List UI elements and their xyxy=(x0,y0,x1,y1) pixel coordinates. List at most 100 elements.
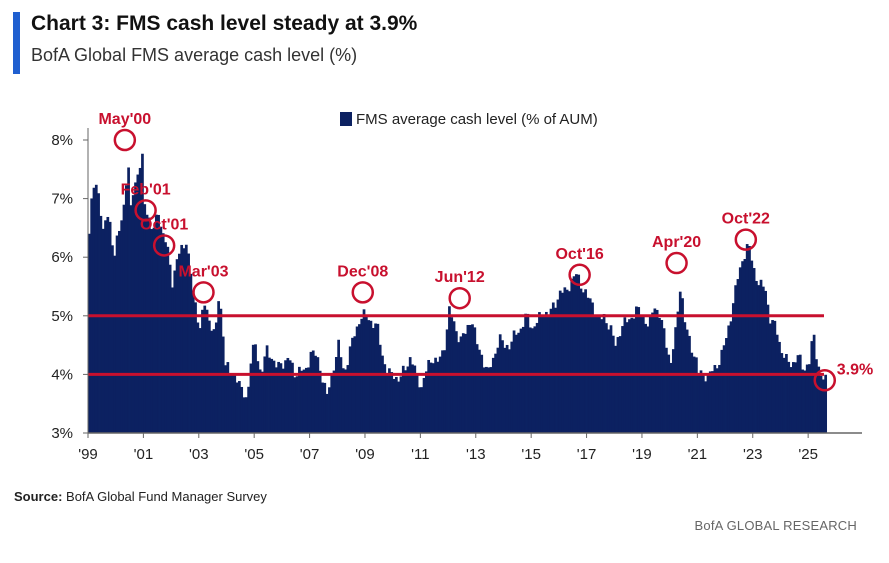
bar xyxy=(725,338,728,433)
bar xyxy=(528,327,532,433)
bar xyxy=(106,216,110,433)
bar xyxy=(517,332,521,433)
y-tick-label: 7% xyxy=(51,191,73,208)
bar xyxy=(455,331,458,433)
bar xyxy=(353,336,357,433)
bar xyxy=(468,324,472,433)
annotation-label: Oct'22 xyxy=(722,211,770,228)
annotation-label: Jun'12 xyxy=(435,269,485,286)
bar xyxy=(378,344,382,433)
bar xyxy=(323,382,327,433)
bar xyxy=(171,287,174,433)
annotation-circle xyxy=(152,234,176,257)
bar xyxy=(224,365,227,433)
x-tick-label: '09 xyxy=(355,446,375,463)
bar xyxy=(457,342,461,433)
brand-label: BofA GLOBAL RESEARCH xyxy=(694,518,857,533)
bar xyxy=(683,322,687,433)
bar xyxy=(752,268,756,433)
bar xyxy=(203,305,207,433)
bar xyxy=(461,333,465,433)
bar xyxy=(621,326,624,433)
bar xyxy=(764,290,767,433)
bar xyxy=(480,354,484,433)
bar xyxy=(501,340,504,433)
bar xyxy=(205,309,209,433)
bar xyxy=(563,287,567,433)
bar xyxy=(665,347,668,433)
annotation-circle xyxy=(568,263,591,287)
bar xyxy=(568,291,571,433)
bar xyxy=(242,397,246,433)
bars-group xyxy=(88,153,828,434)
bar xyxy=(614,345,617,433)
bar xyxy=(376,323,380,433)
bar xyxy=(263,356,267,433)
bar xyxy=(427,359,431,433)
bar xyxy=(570,278,574,433)
bar xyxy=(401,365,405,433)
bar xyxy=(221,336,225,433)
x-tick-label: '01 xyxy=(134,446,154,463)
bar xyxy=(803,370,807,433)
bar xyxy=(475,344,479,433)
y-tick-label: 4% xyxy=(51,366,73,383)
legend-swatch xyxy=(340,112,352,126)
legend-group: FMS average cash level (% of AUM) xyxy=(340,111,598,128)
y-tick-label: 5% xyxy=(51,308,73,325)
bar xyxy=(586,297,590,433)
bar xyxy=(801,369,804,433)
bar xyxy=(785,354,788,433)
bar xyxy=(676,311,680,433)
bar xyxy=(591,302,594,433)
bar xyxy=(298,366,301,433)
bar xyxy=(494,353,497,433)
bar xyxy=(459,336,463,433)
bar xyxy=(429,362,433,433)
bar xyxy=(88,233,91,433)
bar xyxy=(817,366,821,433)
bar xyxy=(579,288,583,433)
x-tick-label: '17 xyxy=(577,446,597,463)
bar xyxy=(351,337,354,433)
bar xyxy=(270,358,274,433)
bar xyxy=(515,334,518,433)
bar xyxy=(738,267,742,433)
bar xyxy=(473,327,477,433)
bar xyxy=(646,326,650,433)
bar xyxy=(212,329,216,433)
bar xyxy=(445,329,449,433)
source-label: Source: xyxy=(14,489,63,504)
bar xyxy=(782,357,786,433)
bar xyxy=(314,355,317,433)
bar xyxy=(214,322,218,433)
bar xyxy=(535,322,539,433)
bar xyxy=(533,326,537,433)
bar xyxy=(704,381,707,433)
bar xyxy=(418,387,421,433)
annotation-circle xyxy=(134,199,157,222)
bar xyxy=(180,244,184,433)
bar xyxy=(699,370,703,433)
bar xyxy=(104,220,107,433)
bar xyxy=(780,353,784,433)
x-tick-label: '21 xyxy=(688,446,708,463)
bar xyxy=(362,309,366,433)
bar xyxy=(251,344,255,433)
y-tick-label: 6% xyxy=(51,249,73,266)
bar xyxy=(385,372,389,433)
bar xyxy=(628,319,631,433)
bar xyxy=(519,328,523,433)
bar xyxy=(551,302,555,433)
bar xyxy=(821,379,825,433)
bar xyxy=(339,357,343,433)
bar xyxy=(358,324,361,433)
source-text: BofA Global Fund Manager Survey xyxy=(62,489,267,504)
axes-group: 3% 4% 5% 6% 7% 8% '99 '01 '03 '05 '07 '09 '11 '13 '15 '… xyxy=(51,128,862,463)
bar xyxy=(489,367,493,433)
bar xyxy=(729,321,733,433)
legend-label: FMS average cash level (% of AUM) xyxy=(356,111,598,128)
bar xyxy=(111,245,114,433)
x-tick-label: '07 xyxy=(300,446,320,463)
bar xyxy=(731,303,735,433)
